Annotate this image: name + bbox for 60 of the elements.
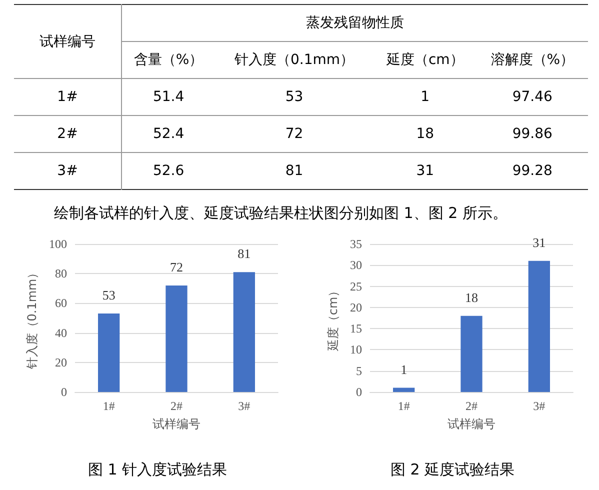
data-label: 53 [102, 288, 116, 303]
text: 99.86 [512, 126, 552, 142]
bar [460, 316, 482, 392]
text: 97.46 [512, 89, 552, 105]
text: 72 [285, 126, 304, 142]
y-tick-label: 20 [350, 300, 362, 314]
x-axis-title: 试样编号 [448, 417, 496, 431]
category-label: 延度（cm） [373, 42, 477, 78]
text: 蒸发残留物性质 [305, 14, 405, 33]
text: 53 [285, 89, 304, 105]
text: 图 2 延度试验结果 [390, 460, 515, 478]
y-tick-label: 100 [49, 237, 67, 251]
bar [166, 285, 188, 392]
text: 试样编号 [14, 4, 122, 78]
text: 绘制各试样的针入度、延度试验结果柱状图分别如图 1、图 2 所示。 [54, 204, 508, 223]
y-tick-label: 30 [350, 258, 362, 272]
text: 31 [416, 163, 434, 179]
x-tick-label: 1# [102, 399, 115, 413]
text: 图 1 针入度试验结果 [88, 460, 228, 478]
text: 52.4 [152, 126, 184, 142]
text: 99.28 [512, 163, 552, 179]
y-tick-label: 5 [356, 364, 362, 378]
y-tick-label: 40 [55, 326, 67, 340]
x-tick-label: 3# [533, 399, 546, 413]
category-label: 3# [57, 163, 78, 179]
text: 81 [285, 163, 304, 179]
text: 52.6 [152, 163, 184, 179]
data-label: 81 [238, 246, 251, 262]
category-label: 含量（%） [122, 42, 216, 78]
y-axis-title: 延度（cm） [326, 284, 340, 352]
data-label: 1 [400, 362, 408, 377]
y-tick-label: 0 [61, 385, 67, 399]
x-axis-title: 试样编号 [152, 417, 200, 431]
category-label: 2# [57, 126, 78, 142]
x-tick-label: 3# [238, 399, 250, 413]
bar [393, 388, 415, 392]
text: 1 [420, 89, 430, 105]
category-label: 1# [57, 89, 78, 105]
category-label: 针入度（0.1mm） [215, 42, 374, 78]
data-label: 18 [465, 290, 478, 305]
y-tick-label: 60 [55, 296, 67, 310]
y-tick-label: 10 [350, 342, 362, 357]
y-tick-label: 20 [55, 355, 67, 370]
bar [98, 314, 120, 392]
y-tick-label: 25 [350, 279, 362, 294]
text: 18 [416, 126, 434, 142]
x-tick-label: 2# [170, 399, 182, 413]
bar [233, 272, 255, 392]
bar [528, 260, 550, 392]
category-label: 溶解度（%） [476, 42, 588, 78]
y-axis-title: 针入度（0.1mm） [25, 266, 40, 370]
y-tick-label: 80 [55, 266, 67, 281]
x-tick-label: 1# [398, 399, 410, 413]
y-tick-label: 35 [350, 237, 362, 251]
data-label: 31 [532, 234, 546, 250]
text: 51.4 [152, 89, 184, 105]
x-tick-label: 2# [466, 399, 478, 413]
y-tick-label: 15 [350, 322, 362, 336]
y-tick-label: 0 [356, 385, 362, 399]
data-label: 72 [170, 259, 183, 274]
